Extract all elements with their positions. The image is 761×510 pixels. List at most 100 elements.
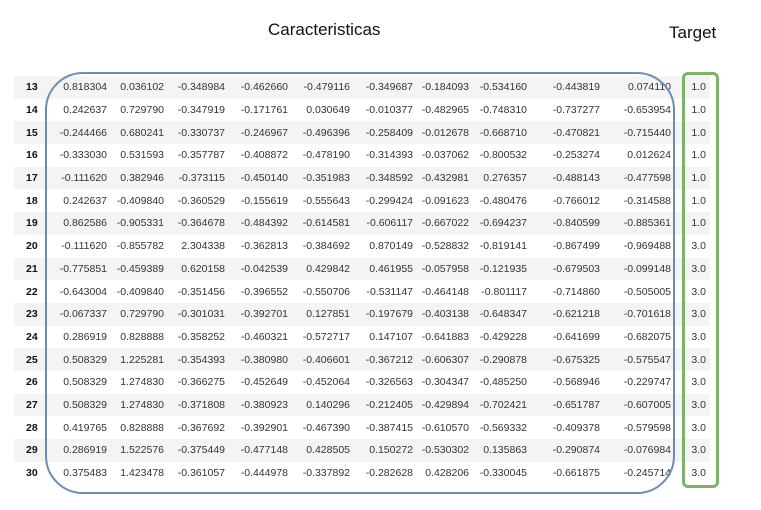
feature-cell: -0.290874 (531, 439, 604, 462)
feature-cell: -0.282628 (365, 467, 413, 480)
table-row: 17 -0.111620 0.382946 -0.373115 -0.450140 -0.… (14, 166, 710, 190)
feature-cell: -0.406601 (292, 348, 354, 371)
feature-cell: 0.375483 (63, 467, 107, 480)
feature-cell: -0.444978 (240, 467, 288, 480)
feature-cell: -0.348984 (168, 76, 229, 99)
target-cell: 1.0 (691, 194, 706, 207)
feature-cell: -0.606117 (354, 212, 417, 235)
feature-cell: 0.870149 (369, 240, 413, 253)
feature-cell: -0.694237 (473, 212, 531, 235)
feature-cell: -0.667022 (417, 212, 473, 235)
target-cell: 3.0 (675, 257, 710, 281)
feature-cell: -0.246967 (229, 121, 292, 145)
feature-cell: -0.010377 (365, 104, 413, 117)
feature-cell: -0.800532 (479, 149, 527, 162)
table-row: 23 -0.067337 0.729790 -0.301031 -0.392701 0.1… (14, 302, 710, 326)
feature-cell: 0.680241 (111, 121, 168, 145)
feature-cell: -0.396552 (240, 285, 288, 298)
feature-cell: 0.428505 (292, 439, 354, 462)
table-row: 15 -0.244466 0.680241 -0.330737 -0.246967 -0.… (14, 121, 710, 145)
feature-cell: -0.358252 (177, 330, 225, 343)
table-row: 18 0.242637 -0.409840 -0.360529 -0.155619 -0.… (14, 189, 710, 212)
features-heading: Caracteristicas (268, 20, 381, 39)
feature-cell: -0.348592 (354, 166, 417, 190)
table-row: 13 0.818304 0.036102 -0.348984 -0.462660 -0.4… (14, 76, 710, 99)
feature-cell: -0.387415 (365, 421, 413, 434)
feature-cell: 0.429842 (292, 257, 354, 281)
feature-cell: -0.569332 (479, 421, 527, 434)
feature-cell: -0.641699 (552, 330, 600, 343)
table-row: 26 0.508329 1.274830 -0.366275 -0.452649 -0.4… (14, 371, 710, 394)
table-row: 21 -0.775851 -0.459389 0.620158 -0.042539 0.4… (14, 257, 710, 281)
feature-cell: -0.452649 (240, 376, 288, 389)
feature-cell: 0.428206 (425, 467, 469, 480)
row-index: 17 (14, 166, 44, 190)
feature-cell: 1.225281 (111, 348, 168, 371)
feature-cell: -0.534160 (473, 76, 531, 99)
feature-cell: 0.862586 (44, 212, 111, 235)
target-cell: 1.0 (675, 212, 710, 235)
feature-cell: -0.496396 (292, 121, 354, 145)
feature-cell: -0.614581 (292, 212, 354, 235)
feature-cell: -0.969488 (623, 240, 671, 253)
feature-cell: -0.488143 (531, 166, 604, 190)
feature-cell: -0.037062 (421, 149, 469, 162)
feature-cell: 1.274830 (120, 376, 164, 389)
table-row: 27 0.508329 1.274830 -0.371808 -0.380923 0.14… (14, 393, 710, 417)
feature-cell: -0.668710 (473, 121, 531, 145)
target-cell: 3.0 (691, 376, 706, 389)
target-cell: 3.0 (675, 393, 710, 417)
feature-cell: -0.905331 (111, 212, 168, 235)
feature-cell: -0.299424 (365, 194, 413, 207)
feature-cell: -0.530302 (417, 439, 473, 462)
feature-cell: -0.409840 (116, 285, 164, 298)
table-row: 19 0.862586 -0.905331 -0.364678 -0.484392 -0.… (14, 212, 710, 235)
feature-cell: 0.382946 (111, 166, 168, 190)
feature-cell: -0.651787 (531, 393, 604, 417)
feature-cell: -0.380923 (229, 393, 292, 417)
feature-cell: -0.679503 (531, 257, 604, 281)
feature-cell: -0.766012 (552, 194, 600, 207)
row-index: 22 (26, 285, 38, 298)
feature-cell: -0.067337 (44, 302, 111, 326)
row-index: 16 (26, 149, 38, 162)
table-row: 25 0.508329 1.225281 -0.354393 -0.380980 -0.4… (14, 348, 710, 371)
feature-cell: 0.729790 (111, 302, 168, 326)
feature-cell: -0.714860 (552, 285, 600, 298)
feature-cell: 0.127851 (292, 302, 354, 326)
feature-cell: -0.607005 (604, 393, 675, 417)
feature-cell: -0.470821 (531, 121, 604, 145)
feature-cell: -0.361057 (177, 467, 225, 480)
feature-cell: -0.528832 (421, 240, 469, 253)
target-heading: Target (669, 23, 717, 42)
feature-cell: -0.330045 (479, 467, 527, 480)
table-row: 14 0.242637 0.729790 -0.347919 -0.171761 0.03… (14, 99, 710, 122)
feature-cell: -0.682075 (623, 330, 671, 343)
row-index: 24 (26, 330, 38, 343)
feature-cell: -0.819141 (479, 240, 527, 253)
feature-cell: -0.572717 (302, 330, 350, 343)
feature-cell: -0.371808 (168, 393, 229, 417)
feature-cell: 0.012624 (627, 149, 671, 162)
feature-cell: -0.229747 (623, 376, 671, 389)
feature-cell: 2.304338 (181, 240, 225, 253)
table-row: 30 0.375483 1.423478 -0.361057 -0.444978 -0.3… (14, 462, 710, 485)
feature-cell: -0.840599 (531, 212, 604, 235)
feature-cell: 1.522576 (111, 439, 168, 462)
feature-cell: -0.641883 (421, 330, 469, 343)
target-cell: 1.0 (675, 166, 710, 190)
feature-cell: -0.579598 (623, 421, 671, 434)
feature-cell: -0.290878 (473, 348, 531, 371)
feature-cell: -0.057958 (417, 257, 473, 281)
target-cell: 1.0 (675, 76, 710, 99)
row-index: 30 (26, 467, 38, 480)
feature-cell: -0.482965 (421, 104, 469, 117)
row-index: 15 (14, 121, 44, 145)
row-index: 23 (14, 302, 44, 326)
feature-cell: -0.111620 (61, 240, 107, 253)
feature-cell: -0.460321 (240, 330, 288, 343)
feature-cell: -0.568946 (552, 376, 600, 389)
feature-cell: -0.091623 (421, 194, 469, 207)
feature-cell: 0.828888 (120, 421, 164, 434)
feature-cell: -0.701618 (604, 302, 675, 326)
